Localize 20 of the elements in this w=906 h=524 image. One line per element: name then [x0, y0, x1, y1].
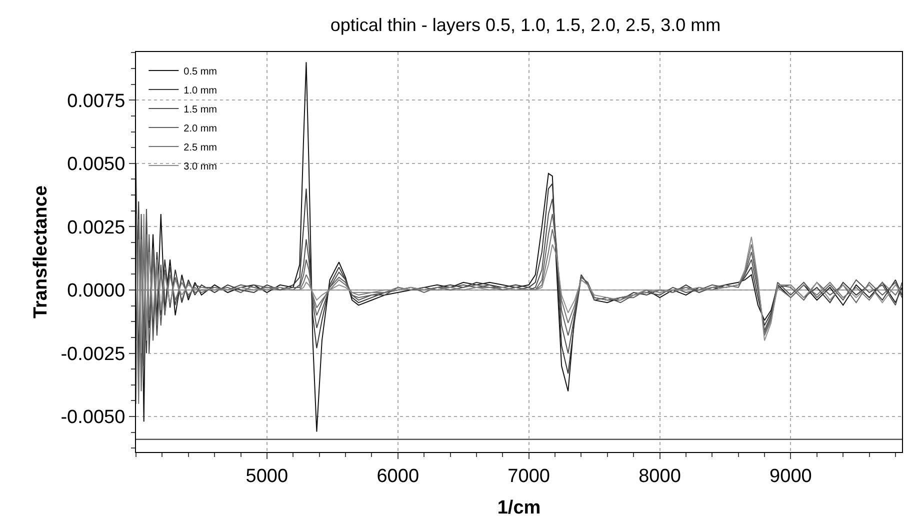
legend-label: 2.0 mm: [184, 123, 218, 134]
legend-label: 0.5 mm: [184, 66, 218, 78]
x-tick-label: 6000: [376, 466, 420, 487]
x-tick-label: 8000: [638, 466, 681, 487]
y-tick-label: -0.0050: [60, 407, 126, 428]
legend-label: 3.0 mm: [184, 161, 218, 172]
y-tick-label: -0.0025: [60, 344, 126, 365]
x-tick-label: 7000: [508, 466, 550, 487]
x-tick-label: 5000: [246, 466, 288, 487]
chart-title: optical thin - layers 0.5, 1.0, 1.5, 2.0, 2.5, 3.0 mm: [330, 14, 721, 35]
y-tick-label: 0.0050: [67, 154, 126, 176]
y-tick-label: 0.0000: [67, 280, 126, 302]
legend-label: 1.0 mm: [184, 85, 218, 96]
x-tick-label: 9000: [770, 466, 812, 487]
y-tick-label: 0.0025: [67, 217, 126, 238]
y-tick-label: 0.0075: [67, 90, 126, 112]
y-axis-title: Transflectance: [30, 185, 52, 319]
legend-label: 1.5 mm: [184, 104, 218, 116]
legend-label: 2.5 mm: [184, 142, 218, 154]
x-axis-title: 1/cm: [497, 498, 541, 519]
